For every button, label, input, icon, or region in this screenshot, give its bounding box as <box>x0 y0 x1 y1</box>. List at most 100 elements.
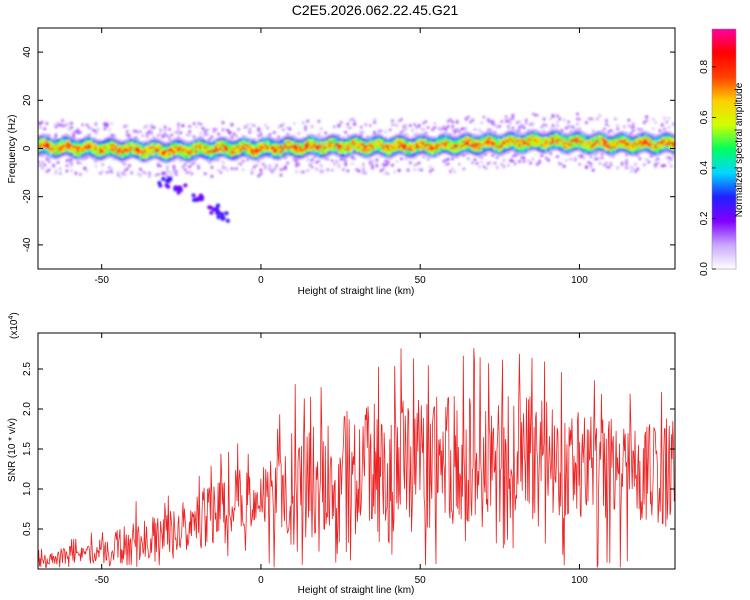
spectrogram-cell <box>114 153 118 156</box>
spectrogram-cell <box>348 135 352 138</box>
spectrogram-cell <box>235 150 238 153</box>
spectrogram-cell <box>651 134 655 137</box>
spectrogram-cell <box>143 152 147 156</box>
spectrogram-cell <box>268 141 272 145</box>
spectrogram-cell <box>103 157 107 160</box>
spectrogram-halo <box>549 151 553 156</box>
spectrogram-cell <box>92 152 96 155</box>
spectrogram-cell <box>417 147 421 150</box>
spectrogram-cell <box>504 147 508 150</box>
spectrogram-cell <box>397 148 401 152</box>
spectrogram-halo <box>542 117 546 121</box>
spectrogram-cell <box>469 142 472 145</box>
spectrogram-cell <box>292 155 296 159</box>
secondary-trace-blob <box>224 211 229 216</box>
spectrogram-cell <box>74 146 78 149</box>
spectrogram-cell <box>125 146 129 149</box>
spectrogram-cell <box>76 157 80 161</box>
spectrogram-cell <box>208 159 212 162</box>
spectrogram-cell <box>306 144 310 147</box>
spectrogram-cell <box>199 148 203 151</box>
spectrogram-cell <box>87 146 91 150</box>
spectrogram-cell <box>402 151 406 155</box>
spectrogram-cell <box>342 140 345 144</box>
spectrogram-cell <box>190 151 194 155</box>
spectrogram-cell <box>317 142 321 145</box>
spectrogram-cell <box>620 142 624 145</box>
spectrogram-cell <box>569 151 573 154</box>
spectrogram-cell <box>317 136 321 140</box>
spectrogram-cell <box>660 132 664 135</box>
spectrogram-cell <box>56 148 60 152</box>
spectrogram-halo <box>188 130 192 134</box>
spectrogram-cell <box>585 137 588 140</box>
spectrogram-cell <box>324 144 328 147</box>
spectrogram-cell <box>183 140 187 143</box>
spectrogram-cell <box>228 140 232 144</box>
spectrogram-cell <box>70 136 73 139</box>
spectrogram-cell <box>457 153 461 157</box>
spectrogram-cell <box>446 140 450 144</box>
spectrogram-cell <box>116 150 120 154</box>
spectrogram-halo <box>165 174 169 179</box>
spectrogram-halo <box>480 160 484 164</box>
spectrogram-cell <box>119 153 122 157</box>
spectrogram-cell <box>466 139 470 142</box>
spectrogram-cell <box>658 148 662 152</box>
spectrogram-cell <box>54 143 58 147</box>
spectrogram-cell <box>562 149 566 153</box>
spectrogram-cell <box>308 133 312 137</box>
spectrogram-cell <box>270 156 274 159</box>
spectrogram-halo <box>656 161 660 165</box>
spectrogram-cell <box>589 137 593 140</box>
spectrogram-cell <box>522 150 526 153</box>
spectrogram-cell <box>382 150 385 154</box>
spectrogram-cell <box>607 143 611 147</box>
spectrogram-cell <box>181 158 185 161</box>
spectrogram-cell <box>556 138 559 142</box>
spectrogram-cell <box>353 143 356 146</box>
spectrogram-cell <box>230 156 234 160</box>
spectrogram-cell <box>440 152 443 155</box>
spectrogram-cell <box>56 141 60 144</box>
spectrogram-cell <box>241 153 245 156</box>
spectrogram-cell <box>587 153 591 156</box>
spectrogram-cell <box>72 152 76 156</box>
spectrogram-cell <box>553 134 557 137</box>
spectrogram-cell <box>558 141 562 145</box>
spectrogram-cell <box>582 143 586 147</box>
y-tick-label: 1.5 <box>22 442 33 456</box>
spectrogram-cell <box>335 143 339 147</box>
spectrogram-cell <box>373 133 377 137</box>
spectrogram-cell <box>286 152 290 155</box>
spectrogram-cell <box>640 150 644 153</box>
spectrogram-cell <box>665 148 669 151</box>
spectrogram-cell <box>54 137 58 141</box>
spectrogram-cell <box>85 143 89 146</box>
spectrogram-cell <box>121 159 125 163</box>
spectrogram-cell <box>114 141 118 145</box>
spectrogram-cell <box>571 144 575 147</box>
spectrogram-cell <box>437 147 441 151</box>
spectrogram-cell <box>99 141 102 144</box>
spectrogram-halo <box>159 132 163 136</box>
spectrogram-cell <box>453 139 457 143</box>
spectrogram-cell <box>61 152 64 156</box>
spectrogram-cell <box>230 158 234 162</box>
spectrogram-cell <box>645 137 649 140</box>
spectrogram-halo <box>143 171 147 175</box>
spectrogram-cell <box>313 148 316 151</box>
spectrogram-cell <box>540 149 544 152</box>
y-tick-label: 40 <box>22 46 33 58</box>
spectrogram-cell <box>596 136 600 140</box>
spectrogram-cell <box>313 151 316 155</box>
spectrogram-cell <box>580 136 584 140</box>
spectrogram-cell <box>547 146 550 150</box>
spectrogram-cell <box>203 144 207 147</box>
spectrogram-halo <box>221 164 225 168</box>
spectrogram-cell <box>47 139 51 142</box>
spectrogram-halo <box>310 158 314 162</box>
spectrogram-cell <box>667 135 671 138</box>
spectrogram-cell <box>478 148 481 151</box>
